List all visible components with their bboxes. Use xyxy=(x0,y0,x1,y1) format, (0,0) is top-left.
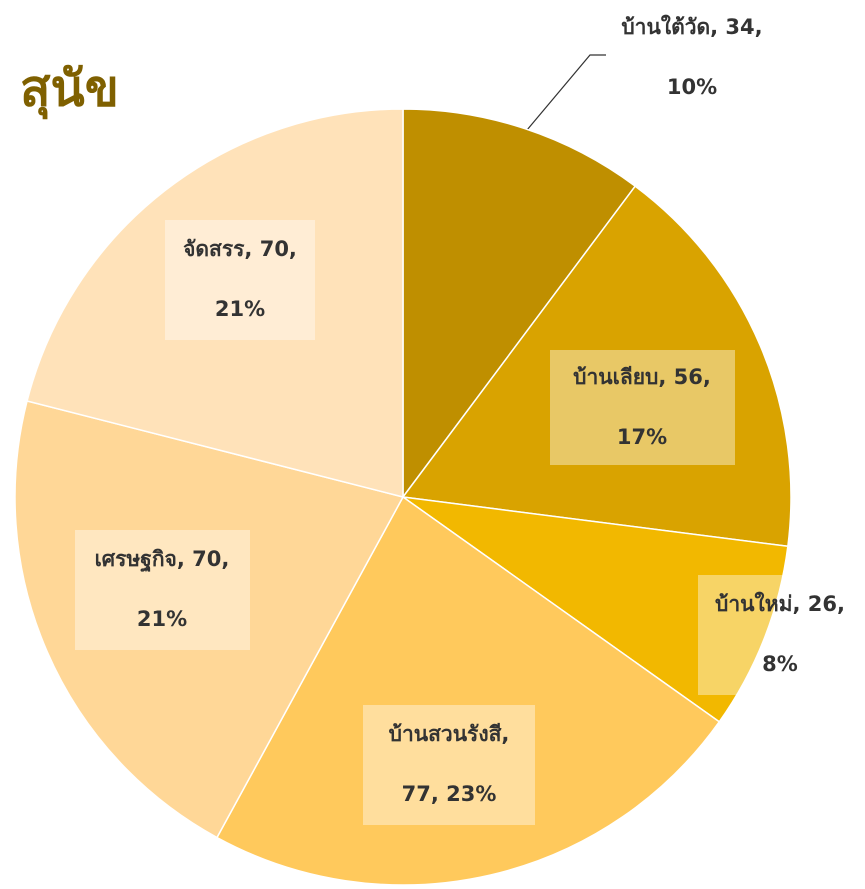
label-box xyxy=(363,705,535,825)
pie-slice xyxy=(215,495,721,886)
label-box xyxy=(75,530,250,650)
pie-slice xyxy=(402,108,637,500)
data-label: บ้านใต้วัด, 34, xyxy=(621,14,762,39)
label-box xyxy=(165,220,315,340)
data-label: บ้านเลียบ, 56, xyxy=(573,365,711,389)
label-box xyxy=(698,575,865,695)
label-box xyxy=(550,350,735,465)
data-label: 21% xyxy=(215,297,265,321)
data-label: จัดสรร, 70, xyxy=(183,237,297,261)
leader-line xyxy=(526,54,606,131)
data-label: บ้านใหม่, 26, xyxy=(715,591,845,616)
data-label: 8% xyxy=(762,652,798,676)
pie-slice xyxy=(26,108,404,498)
data-label: 17% xyxy=(617,425,667,449)
pie-slice xyxy=(14,400,405,839)
data-label: บ้านสวนรังสี, xyxy=(389,722,510,746)
pie-slice xyxy=(401,185,792,548)
data-label: เศรษฐกิจ, 70, xyxy=(95,547,230,573)
data-label: 21% xyxy=(137,607,187,631)
data-label: 10% xyxy=(667,75,717,99)
chart-title: สุนัข xyxy=(20,60,119,120)
pie-slice xyxy=(402,496,789,723)
data-label: 77, 23% xyxy=(402,782,497,806)
